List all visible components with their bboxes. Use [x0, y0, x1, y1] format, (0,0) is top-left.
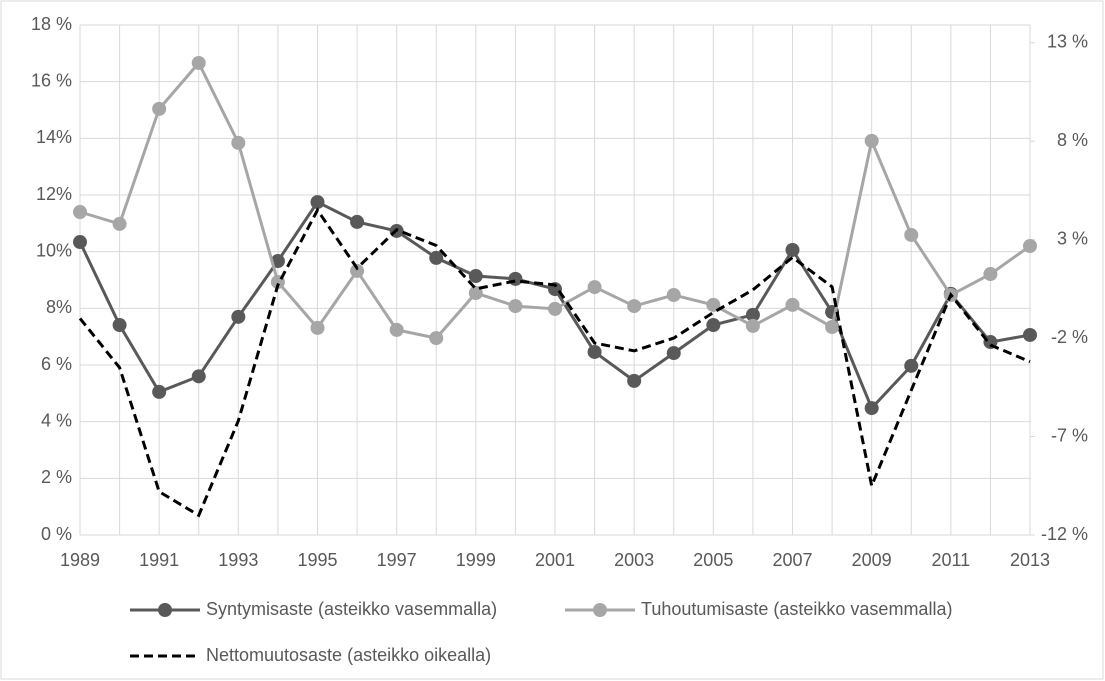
data-point	[310, 195, 325, 210]
data-point	[666, 346, 681, 361]
y2-tick-label: -7 %	[1051, 425, 1088, 445]
x-tick-label: 1989	[60, 550, 100, 570]
y2-tick-label: -2 %	[1051, 327, 1088, 347]
data-point	[627, 299, 642, 314]
x-tick-label: 2009	[852, 550, 892, 570]
data-point	[587, 280, 602, 295]
x-tick-label: 1999	[456, 550, 496, 570]
data-point	[310, 320, 325, 335]
y-tick-label: 6 %	[41, 354, 72, 374]
data-point	[1023, 327, 1037, 342]
y-tick-label: 16 %	[31, 70, 72, 90]
y-tick-label: 10%	[36, 240, 72, 260]
legend-marker	[593, 603, 607, 617]
data-point	[73, 205, 87, 219]
data-point	[627, 373, 642, 388]
x-tick-label: 2005	[693, 550, 733, 570]
x-tick-label: 1993	[218, 550, 258, 570]
x-tick-label: 2001	[535, 550, 575, 570]
series-line	[78, 207, 1031, 518]
y-tick-label: 0 %	[41, 524, 72, 544]
legend-label: Nettomuutosaste (asteikko oikealla)	[206, 645, 491, 665]
data-point	[587, 344, 602, 359]
x-tick-label: 2003	[614, 550, 654, 570]
data-point	[548, 301, 562, 316]
data-point	[983, 267, 998, 282]
data-point	[864, 401, 879, 416]
x-tick-label: 2013	[1010, 550, 1050, 570]
data-point	[508, 299, 523, 314]
y2-tick-label: 8 %	[1057, 130, 1088, 150]
x-tick-label: 2007	[772, 550, 812, 570]
data-point	[191, 369, 206, 384]
legend-label: Syntymisaste (asteikko vasemmalla)	[206, 599, 497, 619]
data-point	[904, 358, 919, 373]
data-point	[508, 271, 523, 286]
legend-label: Tuhoutumisaste (asteikko vasemmalla)	[641, 599, 952, 619]
y2-tick-label: -12 %	[1041, 524, 1088, 544]
data-point	[745, 307, 760, 322]
x-tick-label: 2011	[931, 550, 970, 570]
data-point	[73, 235, 87, 250]
data-point	[429, 250, 444, 265]
data-point	[745, 318, 760, 333]
data-point	[231, 309, 246, 324]
data-point	[468, 269, 483, 284]
data-point	[1023, 239, 1037, 253]
data-point	[152, 384, 167, 399]
data-point	[231, 135, 246, 150]
data-point	[706, 297, 721, 312]
data-point	[904, 227, 919, 242]
data-point	[825, 320, 840, 335]
y2-tick-label: 13 %	[1047, 31, 1088, 51]
data-point	[429, 331, 444, 346]
data-point	[389, 322, 404, 337]
y2-tick-label: 3 %	[1057, 228, 1088, 248]
x-tick-label: 1995	[297, 550, 337, 570]
y-tick-label: 4 %	[41, 410, 72, 430]
data-point	[864, 133, 879, 148]
y-tick-label: 12%	[36, 184, 72, 204]
data-point	[785, 297, 800, 312]
y-tick-label: 14%	[36, 127, 72, 147]
data-point	[666, 288, 681, 303]
legend-marker	[158, 603, 172, 617]
data-point	[191, 55, 206, 70]
y-tick-label: 18 %	[31, 14, 72, 34]
x-tick-label: 1997	[377, 550, 417, 570]
y-tick-label: 2 %	[41, 467, 72, 487]
data-point	[152, 101, 167, 116]
x-tick-label: 1991	[139, 550, 179, 570]
y-tick-label: 8%	[46, 297, 72, 317]
data-point	[350, 214, 365, 229]
data-point	[112, 318, 127, 333]
data-point	[112, 216, 127, 231]
data-point	[785, 242, 800, 257]
data-point	[706, 318, 721, 333]
data-point	[350, 263, 365, 278]
